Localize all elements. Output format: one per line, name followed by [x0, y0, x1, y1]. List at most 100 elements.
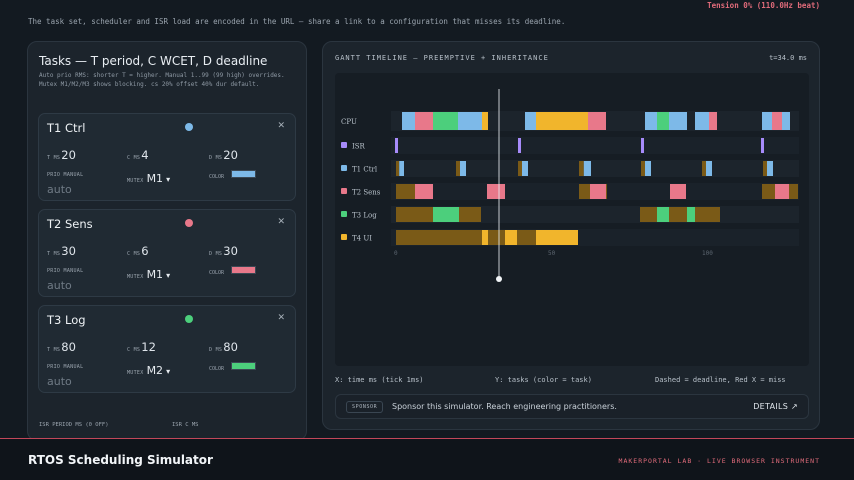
cpu-segment — [415, 112, 433, 130]
details-link[interactable]: DETAILS ↗ — [753, 402, 798, 411]
row-label: CPU — [341, 118, 357, 126]
period-value[interactable]: 80 — [61, 340, 76, 354]
t3-segment — [687, 207, 695, 222]
prio-input[interactable]: auto — [47, 375, 72, 388]
isr-segment — [761, 138, 764, 153]
url-share-note: The task set, scheduler and ISR load are… — [28, 17, 566, 26]
t2-segment — [775, 184, 789, 199]
period-field[interactable]: T MS80 — [47, 336, 76, 355]
isr-c-label: ISR C MS — [172, 422, 199, 428]
period-field[interactable]: T MS20 — [47, 144, 76, 163]
row-label: ISR — [352, 143, 366, 151]
period-label: T MS — [47, 155, 61, 161]
cpu-segment — [645, 112, 657, 130]
task-name[interactable]: T1 Ctrl — [47, 121, 86, 135]
period-label: T MS — [47, 251, 61, 257]
blocked-segment — [641, 161, 645, 176]
close-icon[interactable]: ✕ — [277, 217, 285, 227]
row-swatch — [341, 234, 347, 240]
row-label: T1 Ctrl — [352, 166, 378, 174]
t1-segment — [767, 161, 773, 176]
x-axis-caption: X: time ms (tick 1ms) — [335, 376, 424, 384]
gantt-chart[interactable]: CPU ISR T1 Ctrl T2 Sens T3 Log T4 UI 0 50 100 — [335, 73, 809, 366]
period-value[interactable]: 20 — [61, 148, 76, 162]
task-card-t3: T3 Log ✕ T MS80 C MS12 D MS80 PRIO MANUA… — [38, 305, 296, 393]
task-card-t1: T1 Ctrl ✕ T MS20 C MS4 D MS20 PRIO MANUA… — [38, 113, 296, 201]
wcet-value[interactable]: 6 — [141, 244, 149, 258]
task-color-dot — [185, 123, 193, 131]
time-cursor-handle — [496, 276, 502, 282]
close-icon[interactable]: ✕ — [277, 313, 285, 323]
row-label: T2 Sens — [352, 189, 381, 197]
color-swatch[interactable] — [231, 170, 256, 178]
t3-segment — [657, 207, 669, 222]
mutex-select[interactable]: MUTEX M1 ▾ — [127, 263, 170, 282]
gantt-time-readout: t=34.0 ms — [769, 54, 807, 62]
wcet-value[interactable]: 4 — [141, 148, 149, 162]
deadline-label: D MS — [209, 251, 223, 257]
row-label: T3 Log — [352, 212, 377, 220]
chevron-down-icon: ▾ — [166, 175, 171, 184]
deadline-value[interactable]: 20 — [223, 148, 238, 162]
deadline-field[interactable]: D MS30 — [209, 240, 238, 259]
wcet-field[interactable]: C MS4 — [127, 144, 149, 163]
task-card-t2: T2 Sens ✕ T MS30 C MS6 D MS30 PRIO MANUA… — [38, 209, 296, 297]
t3-segment — [433, 207, 459, 222]
color-swatch[interactable] — [231, 266, 256, 274]
cpu-segment — [458, 112, 482, 130]
task-color-dot — [185, 315, 193, 323]
deadline-field[interactable]: D MS80 — [209, 336, 238, 355]
tick-label: 0 — [394, 250, 398, 257]
deadline-value[interactable]: 80 — [223, 340, 238, 354]
t1-segment — [583, 161, 591, 176]
t2-segment — [487, 184, 505, 199]
row-swatch — [341, 165, 347, 171]
blocked-segment — [518, 161, 522, 176]
footer-brand: MAKERPORTAL LAB · LIVE BROWSER INSTRUMEN… — [618, 457, 820, 465]
task-name[interactable]: T3 Log — [47, 313, 86, 327]
row-band — [391, 137, 799, 154]
tasks-panel-description: Auto prio RMS: shorter T = higher. Manua… — [39, 72, 285, 88]
mutex-select[interactable]: MUTEX M1 ▾ — [127, 167, 170, 186]
wcet-label: C MS — [127, 251, 141, 257]
t4-segment — [505, 230, 517, 245]
mutex-select[interactable]: MUTEX M2 ▾ — [127, 359, 170, 378]
cpu-segment — [695, 112, 709, 130]
wcet-field[interactable]: C MS6 — [127, 240, 149, 259]
blocked-segment — [396, 161, 400, 176]
prio-input[interactable]: auto — [47, 183, 72, 196]
prio-label: PRIO MANUAL — [47, 364, 84, 370]
cpu-segment — [402, 112, 415, 130]
t1-segment — [706, 161, 712, 176]
prio-input[interactable]: auto — [47, 279, 72, 292]
t2-segment — [415, 184, 433, 199]
row-swatch — [341, 188, 347, 194]
blocked-segment — [763, 161, 767, 176]
isr-segment — [518, 138, 521, 153]
sponsor-banner[interactable]: SPONSOR Sponsor this simulator. Reach en… — [335, 394, 809, 419]
chevron-down-icon: ▾ — [166, 367, 171, 376]
task-name[interactable]: T2 Sens — [47, 217, 93, 231]
gantt-title: GANTT TIMELINE — PREEMPTIVE + INHERITANC… — [335, 54, 549, 62]
y-axis-caption: Y: tasks (color = task) — [495, 376, 592, 384]
cpu-segment — [536, 112, 588, 130]
sponsor-badge: SPONSOR — [346, 401, 384, 413]
wcet-field[interactable]: C MS12 — [127, 336, 156, 355]
mutex-value: M2 — [146, 364, 164, 377]
color-label: COLOR — [209, 270, 225, 276]
deadline-field[interactable]: D MS20 — [209, 144, 238, 163]
tension-indicator: Tension 0% (110.0Hz beat) — [707, 1, 820, 10]
period-value[interactable]: 30 — [61, 244, 76, 258]
gantt-panel: GANTT TIMELINE — PREEMPTIVE + INHERITANC… — [322, 41, 820, 430]
color-swatch[interactable] — [231, 362, 256, 370]
wcet-label: C MS — [127, 347, 141, 353]
isr-segment — [641, 138, 644, 153]
period-field[interactable]: T MS30 — [47, 240, 76, 259]
period-label: T MS — [47, 347, 61, 353]
deadline-value[interactable]: 30 — [223, 244, 238, 258]
t4-segment — [536, 230, 578, 245]
close-icon[interactable]: ✕ — [277, 121, 285, 131]
prio-label: PRIO MANUAL — [47, 268, 84, 274]
wcet-value[interactable]: 12 — [141, 340, 156, 354]
isr-segment — [395, 138, 398, 153]
